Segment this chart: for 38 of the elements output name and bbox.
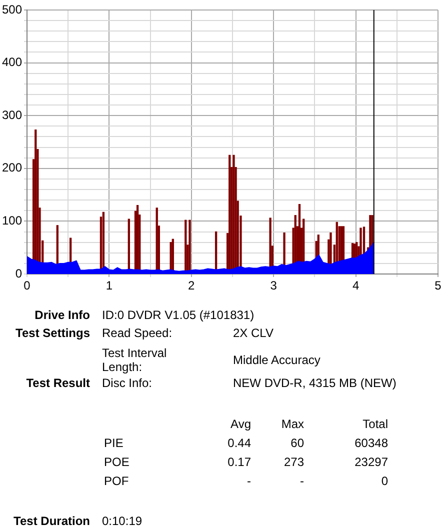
text: ID:0 DVDR V1.05 (#101831)	[102, 308, 254, 322]
y-tick-label: 400	[2, 55, 22, 70]
text: Disc Info:	[102, 376, 152, 390]
text: 23297	[354, 455, 388, 469]
text: Read Speed:	[102, 326, 172, 340]
x-tick-label: 4	[352, 278, 360, 293]
text: PIE	[104, 436, 124, 450]
text: Test Result	[26, 376, 90, 390]
y-tick-label: 200	[2, 160, 22, 175]
text: 0	[381, 474, 388, 488]
text: POE	[104, 455, 130, 469]
text: 0:10:19	[102, 514, 142, 528]
text: Total	[362, 417, 388, 431]
x-tick-label: 5	[434, 278, 442, 293]
text: 60348	[354, 436, 388, 450]
text: Max	[281, 417, 304, 431]
text: -	[247, 474, 251, 488]
text: POF	[104, 474, 129, 488]
text: Test Settings	[16, 326, 90, 340]
y-tick-label: 500	[2, 2, 22, 16]
text: 0.17	[228, 455, 251, 469]
text: Middle Accuracy	[233, 353, 320, 367]
y-tick-label: 300	[2, 108, 22, 122]
text: 2X CLV	[233, 326, 274, 340]
y-tick-label: 0	[15, 266, 22, 280]
text: -	[300, 474, 304, 488]
text: Test Interval Length:	[102, 346, 168, 374]
y-tick-label: 100	[2, 214, 22, 228]
text: 0.44	[228, 436, 251, 450]
text: NEW DVD-R, 4315 MB (NEW)	[233, 376, 396, 390]
x-tick-label: 1	[106, 278, 113, 293]
text: Test Duration	[14, 514, 90, 528]
x-tick-label: 3	[270, 278, 278, 293]
text: Avg	[230, 417, 251, 431]
text: 60	[290, 436, 304, 450]
text: Drive Info	[34, 308, 90, 322]
x-tick-label: 2	[188, 278, 196, 293]
text: 273	[284, 455, 304, 469]
